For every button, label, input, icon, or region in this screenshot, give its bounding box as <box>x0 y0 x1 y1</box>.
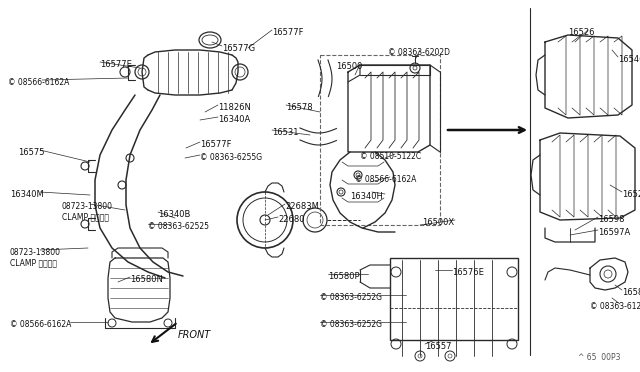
Text: © 08566-6162A: © 08566-6162A <box>355 175 417 184</box>
Text: 16577E: 16577E <box>100 60 132 69</box>
Text: 16588: 16588 <box>622 288 640 297</box>
Text: 22680: 22680 <box>278 215 305 224</box>
Text: 08723-13800: 08723-13800 <box>62 202 113 211</box>
Text: 16340A: 16340A <box>218 115 250 124</box>
Text: 16578: 16578 <box>286 103 312 112</box>
Text: 16557: 16557 <box>425 342 451 351</box>
Text: © 08566-6162A: © 08566-6162A <box>8 78 69 87</box>
Text: © 08363-6202D: © 08363-6202D <box>388 48 450 57</box>
Text: ^ 65  00P3: ^ 65 00P3 <box>577 353 620 362</box>
Text: 16340B: 16340B <box>158 210 190 219</box>
Text: 16340H: 16340H <box>350 192 383 201</box>
Text: 16575: 16575 <box>18 148 45 157</box>
Text: 16500X: 16500X <box>422 218 454 227</box>
Text: 16580N: 16580N <box>130 275 163 284</box>
Bar <box>320 55 440 225</box>
Text: 16500: 16500 <box>336 62 362 71</box>
Text: 16598: 16598 <box>598 215 625 224</box>
Text: 16580P: 16580P <box>328 272 360 281</box>
Text: 22683M: 22683M <box>285 202 319 211</box>
Text: © 08566-6162A: © 08566-6162A <box>10 320 72 329</box>
Text: 16528: 16528 <box>622 190 640 199</box>
Text: FRONT: FRONT <box>178 330 211 340</box>
Text: 16576E: 16576E <box>452 268 484 277</box>
Text: 16577F: 16577F <box>272 28 303 37</box>
Text: © 08363-6252G: © 08363-6252G <box>320 320 382 329</box>
Text: 16577F: 16577F <box>200 140 232 149</box>
Text: CLAMP クランプ: CLAMP クランプ <box>10 258 57 267</box>
Text: 11826N: 11826N <box>218 103 251 112</box>
Text: 16597A: 16597A <box>598 228 630 237</box>
Text: CLAMP クランプ: CLAMP クランプ <box>62 212 109 221</box>
Text: © 08363-6255G: © 08363-6255G <box>200 153 262 162</box>
Text: 16340M: 16340M <box>10 190 44 199</box>
Bar <box>390 258 518 340</box>
Text: 08723-13800: 08723-13800 <box>10 248 61 257</box>
Text: 16526: 16526 <box>568 28 595 37</box>
Text: © 08363-62525: © 08363-62525 <box>148 222 209 231</box>
Text: © 08510-5122C: © 08510-5122C <box>360 152 421 161</box>
Text: © 08363-6125D: © 08363-6125D <box>590 302 640 311</box>
Text: 16546: 16546 <box>618 55 640 64</box>
Text: 16577G: 16577G <box>222 44 255 53</box>
Text: © 08363-6252G: © 08363-6252G <box>320 293 382 302</box>
Text: 16531: 16531 <box>272 128 298 137</box>
